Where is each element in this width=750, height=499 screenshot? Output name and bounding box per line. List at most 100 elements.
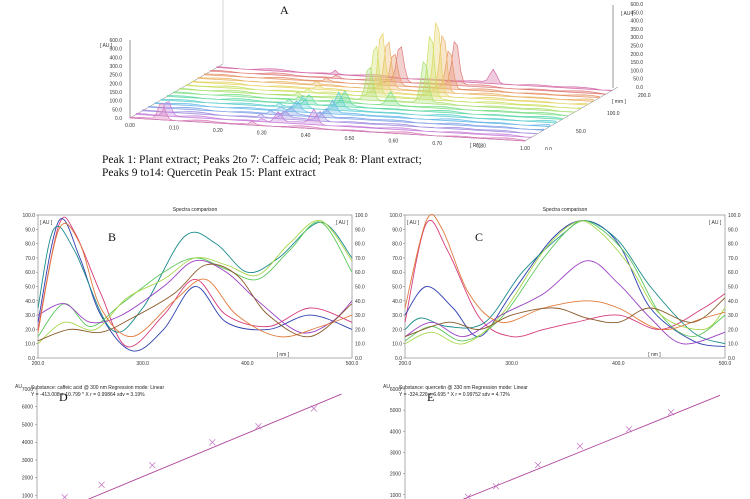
spectrum-series-8 (37, 263, 353, 342)
spectrum-series-7 (37, 222, 353, 338)
regression-header: Substance: caffeic acid @ 300 nm Regress… (31, 385, 164, 391)
y-tick-label: 5000 (22, 422, 33, 428)
left-tick-label: 300.0 (109, 64, 122, 70)
y-tick-label-left: 50.0 (392, 285, 402, 291)
y-tick-label-right: 60.0 (355, 270, 365, 276)
x-tick-label: 200.0 (399, 361, 412, 367)
calibration-panel-d: Substance: caffeic acid @ 300 nm Regress… (15, 384, 342, 499)
y-tick-label-left: 10.0 (392, 342, 402, 348)
depth-tick-label: 100.0 (607, 111, 620, 117)
calibration-point-6 (667, 409, 675, 416)
x-tick-label: 500.0 (719, 361, 732, 367)
right-unit: [ AU ] (336, 220, 349, 226)
y-tick-label-left: 20.0 (392, 327, 402, 333)
densitogram-track-2 (135, 101, 532, 138)
calibration-point-3 (534, 461, 542, 469)
y-tick-label-right: 70.0 (728, 256, 738, 262)
depth-tick-label: 0.0 (545, 147, 552, 150)
spectra-panel-b: Spectra comparison B 100.0 100.0 90.0 90.0 80.… (22, 207, 367, 367)
regression-equation: Y = -413.008 + 10.799 * X r = 0.99864 sd… (31, 392, 145, 398)
right-tick-label: 350.0 (630, 27, 643, 33)
calibration-point-5 (255, 423, 262, 430)
x-tick-label: 300.0 (505, 361, 518, 367)
panel-label: C (475, 230, 483, 244)
depth-axis-right (524, 86, 619, 142)
left-tick-label: 500.0 (109, 47, 122, 53)
y-tick-label: 5000 (390, 408, 401, 414)
x-tick-label: 0.20 (213, 128, 223, 134)
spectrum-series-5 (37, 220, 353, 345)
left-tick-label: 400.0 (109, 55, 122, 61)
right-tick-label: 0.0 (636, 85, 643, 91)
y-tick-label: 2000 (390, 472, 401, 478)
y-tick-label-left: 0.0 (395, 356, 402, 362)
calibration-point-2 (98, 481, 105, 489)
spectrum-series-6 (404, 260, 726, 345)
y-tick-label-left: 20.0 (25, 327, 35, 333)
spectrum-series-2 (404, 220, 726, 348)
x-tick-label: 0.70 (432, 141, 442, 147)
y-tick-label-left: 70.0 (25, 256, 35, 262)
y-tick-label-left: 80.0 (392, 242, 402, 248)
spectrum-series-1 (37, 216, 353, 348)
left-tick-label: 150.0 (109, 90, 122, 96)
right-tick-label: 250.0 (630, 44, 643, 50)
depth-tick-label: 200.0 (638, 93, 651, 99)
y-tick-label-left: 40.0 (25, 299, 35, 305)
x-unit: [ nm ] (648, 352, 661, 358)
y-tick-label-left: 0.0 (28, 356, 35, 362)
regression-equation: Y = -324.226 + 6.695 * X r = 0.99752 sdv… (399, 392, 510, 398)
calibration-point-4 (576, 442, 584, 450)
calibration-point-3 (149, 462, 156, 469)
densitogram-3d-panel: A 600.0 500.0 400.0 300.0 250.0 200.0 150.0 100… (100, 0, 651, 150)
caption-line-1: Peak 1: Plant extract; Peaks 2to 7: Caff… (102, 154, 422, 166)
y-tick-label-right: 100.0 (728, 213, 741, 219)
y-tick-label-right: 80.0 (355, 242, 365, 248)
densitogram-track-5 (154, 99, 551, 127)
y-tick-label-right: 20.0 (355, 327, 365, 333)
y-tick-label: 1000 (22, 493, 33, 499)
left-tick-label: 50.0 (112, 107, 122, 113)
x-tick-label: 500.0 (346, 361, 359, 367)
y-axis-label: AU (383, 384, 390, 390)
calibration-point-6 (310, 405, 318, 412)
right-tick-label: 150.0 (630, 60, 643, 66)
y-tick-label-right: 0.0 (355, 356, 362, 362)
spectrum-series-8 (404, 297, 726, 338)
densitogram-track-8 (173, 90, 569, 117)
left-unit: [ AU ] (40, 220, 53, 226)
calibration-point-5 (625, 425, 633, 433)
x-tick-label: 0.50 (345, 136, 355, 142)
densitogram-track-15 (216, 66, 613, 91)
y-tick-label: 7000 (22, 387, 33, 393)
right-tick-label: 200.0 (630, 52, 643, 58)
y-tick-label-right: 60.0 (728, 270, 738, 276)
y-tick-label-right: 80.0 (728, 242, 738, 248)
right-tick-label: 50.0 (633, 77, 643, 83)
depth-tick-label: 50.0 (576, 129, 586, 135)
densitogram-track-10 (185, 35, 582, 109)
right-tick-label: 400.0 (630, 19, 643, 25)
densitogram-track-1 (129, 102, 526, 142)
right-tick-label: 100.0 (630, 68, 643, 74)
y-tick-label-left: 90.0 (25, 227, 35, 233)
y-tick-label-left: 80.0 (25, 242, 35, 248)
right-unit: [ AU ] (709, 220, 722, 226)
y-tick-label-left: 70.0 (392, 256, 402, 262)
y-tick-label-right: 50.0 (355, 285, 365, 291)
y-tick-label-right: 50.0 (728, 285, 738, 291)
x-unit: [ nm ] (277, 352, 290, 358)
x-tick-label: 0.80 (476, 143, 486, 149)
y-tick-label: 6000 (390, 387, 401, 393)
x-tick-label: 200.0 (32, 361, 45, 367)
x-tick-label: 0.30 (257, 131, 267, 137)
densitogram-track-11 (191, 21, 588, 106)
densitogram-track-7 (166, 90, 563, 120)
densitogram-track-4 (148, 105, 544, 131)
right-tick-label: 450.0 (630, 10, 643, 16)
densitogram-track-12 (197, 34, 594, 102)
y-tick-label-right: 30.0 (728, 313, 738, 319)
spectrum-series-5 (404, 220, 726, 345)
left-unit: [ AU ] (407, 220, 420, 226)
spectrum-series-1 (404, 220, 726, 338)
